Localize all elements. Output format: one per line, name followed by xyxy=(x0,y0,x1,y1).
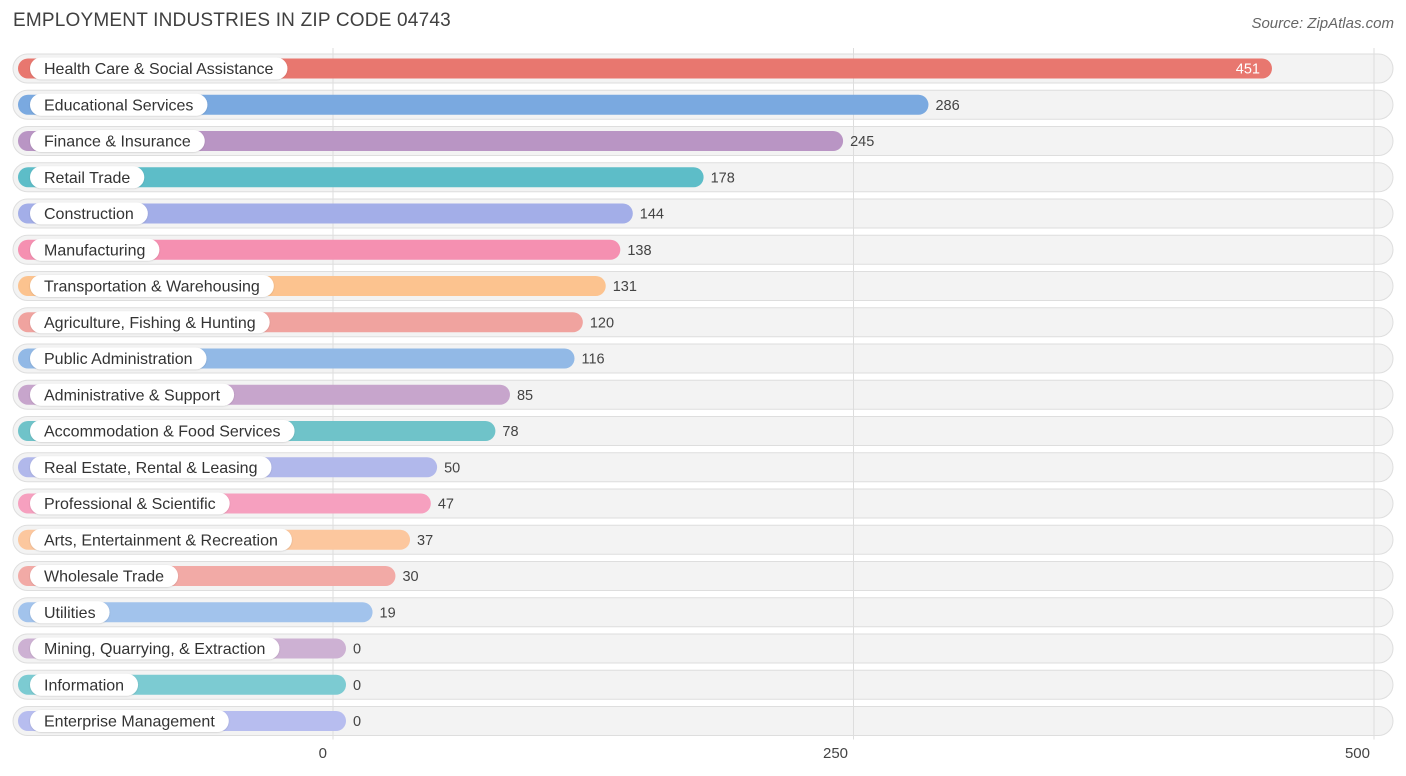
bar-label: Arts, Entertainment & Recreation xyxy=(44,532,278,549)
bar-label-pill xyxy=(30,166,145,189)
bar-value: 85 xyxy=(517,388,533,404)
bar-label-pill xyxy=(30,347,207,370)
chart-source: Source: ZipAtlas.com xyxy=(1251,15,1394,32)
x-tick-label: 250 xyxy=(823,745,848,762)
bar-label: Real Estate, Rental & Leasing xyxy=(44,460,257,477)
bar-value: 30 xyxy=(402,569,418,585)
x-axis: 0 250 500 xyxy=(319,745,1370,762)
bar-label-pill xyxy=(30,202,148,225)
bar-value: 144 xyxy=(640,207,664,223)
row-background xyxy=(12,669,1394,700)
bar-value: 78 xyxy=(502,424,518,440)
bar-label: Transportation & Warehousing xyxy=(44,279,260,296)
bar-label-pill xyxy=(30,420,295,442)
x-tick-label: 500 xyxy=(1345,745,1370,762)
bar-label-pill xyxy=(30,528,292,551)
bar-label: Health Care & Social Assistance xyxy=(44,61,274,78)
bar-label: Public Administration xyxy=(44,351,193,368)
bar-label-pill xyxy=(30,311,270,334)
row-background xyxy=(12,633,1394,664)
bar-label: Mining, Quarrying, & Extraction xyxy=(44,641,265,658)
bar-value: 286 xyxy=(935,98,959,114)
bar xyxy=(18,94,929,115)
bar-label-pill xyxy=(30,275,274,297)
bar-value: 138 xyxy=(627,243,651,259)
bar-label: Professional & Scientific xyxy=(44,496,216,513)
bar-label-pill xyxy=(30,637,280,660)
bar xyxy=(18,131,844,151)
bar-label-pill xyxy=(30,130,205,152)
bar-label: Finance & Insurance xyxy=(44,134,191,151)
bar-value: 0 xyxy=(353,678,361,694)
bar-value: 37 xyxy=(417,533,433,549)
bar-value: 131 xyxy=(613,279,637,295)
bar-value: 245 xyxy=(850,134,874,150)
bar-label: Administrative & Support xyxy=(44,387,221,404)
bar-value: 451 xyxy=(1236,62,1260,78)
bars: Health Care & Social Assistance 451 Educat… xyxy=(18,57,1272,732)
x-tick-label: 0 xyxy=(319,745,327,762)
bar-label: Enterprise Management xyxy=(44,714,215,731)
bar-label-pill xyxy=(30,93,208,116)
bar-value: 120 xyxy=(590,315,614,331)
bar-value: 0 xyxy=(353,642,361,658)
bar xyxy=(18,167,704,188)
row-background xyxy=(12,706,1394,736)
bar-label: Construction xyxy=(44,206,134,223)
bar-label-pill xyxy=(30,565,179,587)
bar xyxy=(18,239,621,260)
bar-value: 50 xyxy=(444,460,460,476)
bar-label-pill xyxy=(30,238,160,261)
bar-value: 116 xyxy=(582,352,605,368)
bar-label: Wholesale Trade xyxy=(44,569,164,586)
bar-label-pill xyxy=(30,492,230,515)
bar-label: Accommodation & Food Services xyxy=(44,424,281,441)
bar-value: 47 xyxy=(438,497,454,513)
bar-label: Agriculture, Fishing & Hunting xyxy=(44,315,256,332)
bar-label: Information xyxy=(44,677,124,694)
bar-value: 178 xyxy=(711,170,735,186)
bar-value: 19 xyxy=(380,605,396,621)
bar-label-pill xyxy=(30,57,288,80)
bar-label: Utilities xyxy=(44,605,96,622)
bar xyxy=(18,203,633,224)
bar-label: Educational Services xyxy=(44,97,193,114)
bar-label-pill xyxy=(30,601,110,624)
bar-label-pill xyxy=(30,456,272,479)
bar xyxy=(18,58,1272,79)
bar-label-pill xyxy=(30,383,235,406)
bar-value: 0 xyxy=(353,714,361,730)
bar-label-pill xyxy=(30,710,229,732)
chart-title: EMPLOYMENT INDUSTRIES IN ZIP CODE 04743 xyxy=(13,10,451,31)
bar-label-pill xyxy=(30,673,139,696)
bar-label: Retail Trade xyxy=(44,170,130,187)
bar-label: Manufacturing xyxy=(44,242,145,259)
